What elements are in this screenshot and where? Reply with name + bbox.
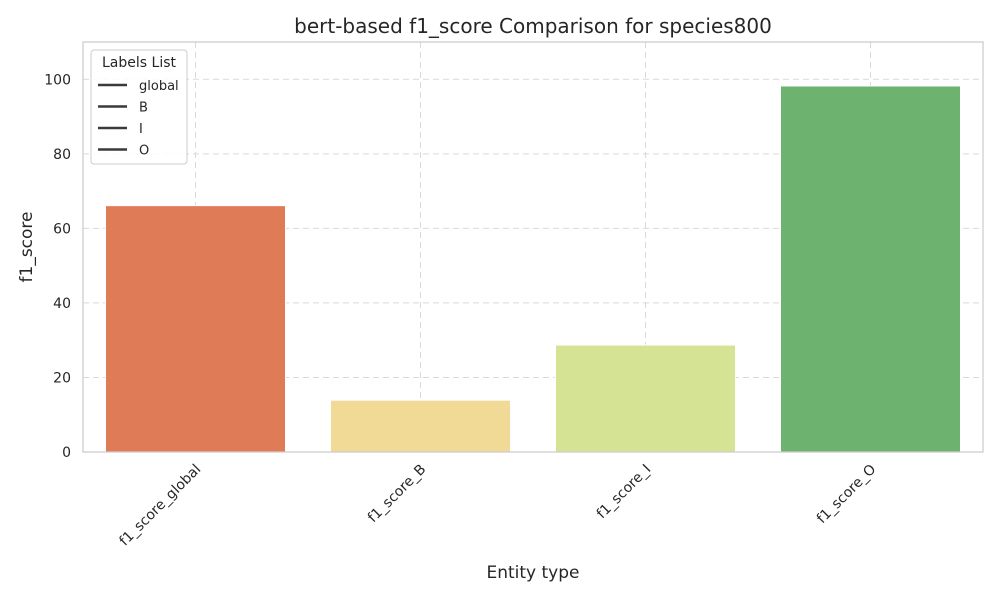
x-tick-label: f1_score_B [365, 462, 429, 526]
legend-entry-label: B [139, 101, 148, 116]
legend: Labels List global BIO [90, 49, 188, 165]
bar-f1_score_B [330, 399, 511, 453]
plot-frame [82, 41, 984, 453]
legend-entry-label: I [139, 122, 143, 137]
y-tick-label: 0 [62, 445, 71, 461]
y-axis-label: f1_score [17, 212, 37, 283]
legend-title: Labels List [102, 55, 176, 71]
bar-f1_score_global [105, 205, 286, 453]
bar-f1_score_I [555, 344, 736, 453]
bar-layer [105, 85, 961, 453]
legend-box [90, 49, 188, 165]
y-tick-label: 20 [53, 370, 71, 386]
legend-entries: global BIO [98, 79, 179, 159]
x-tick-label: f1_score_I [594, 462, 655, 523]
x-tick-label: f1_score_O [814, 462, 879, 527]
x-tick-labels: f1_score_global f1_score_B f1_score_I f1_sc… [117, 462, 880, 550]
y-tick-label: 100 [44, 72, 71, 88]
bar-f1_score_O [780, 85, 961, 453]
x-axis-label: Entity type [486, 563, 579, 583]
y-tick-label: 60 [53, 221, 71, 237]
chart-title: bert-based f1_score Comparison for speci… [294, 14, 772, 38]
y-tick-label: 40 [53, 296, 71, 312]
x-tick-label: f1_score_global [117, 462, 205, 550]
y-tick-labels: 0 20 40 60 80 100 [44, 72, 71, 461]
y-tick-label: 80 [53, 147, 71, 163]
legend-entry-label: O [139, 144, 149, 159]
legend-entry-label: global [139, 79, 179, 94]
